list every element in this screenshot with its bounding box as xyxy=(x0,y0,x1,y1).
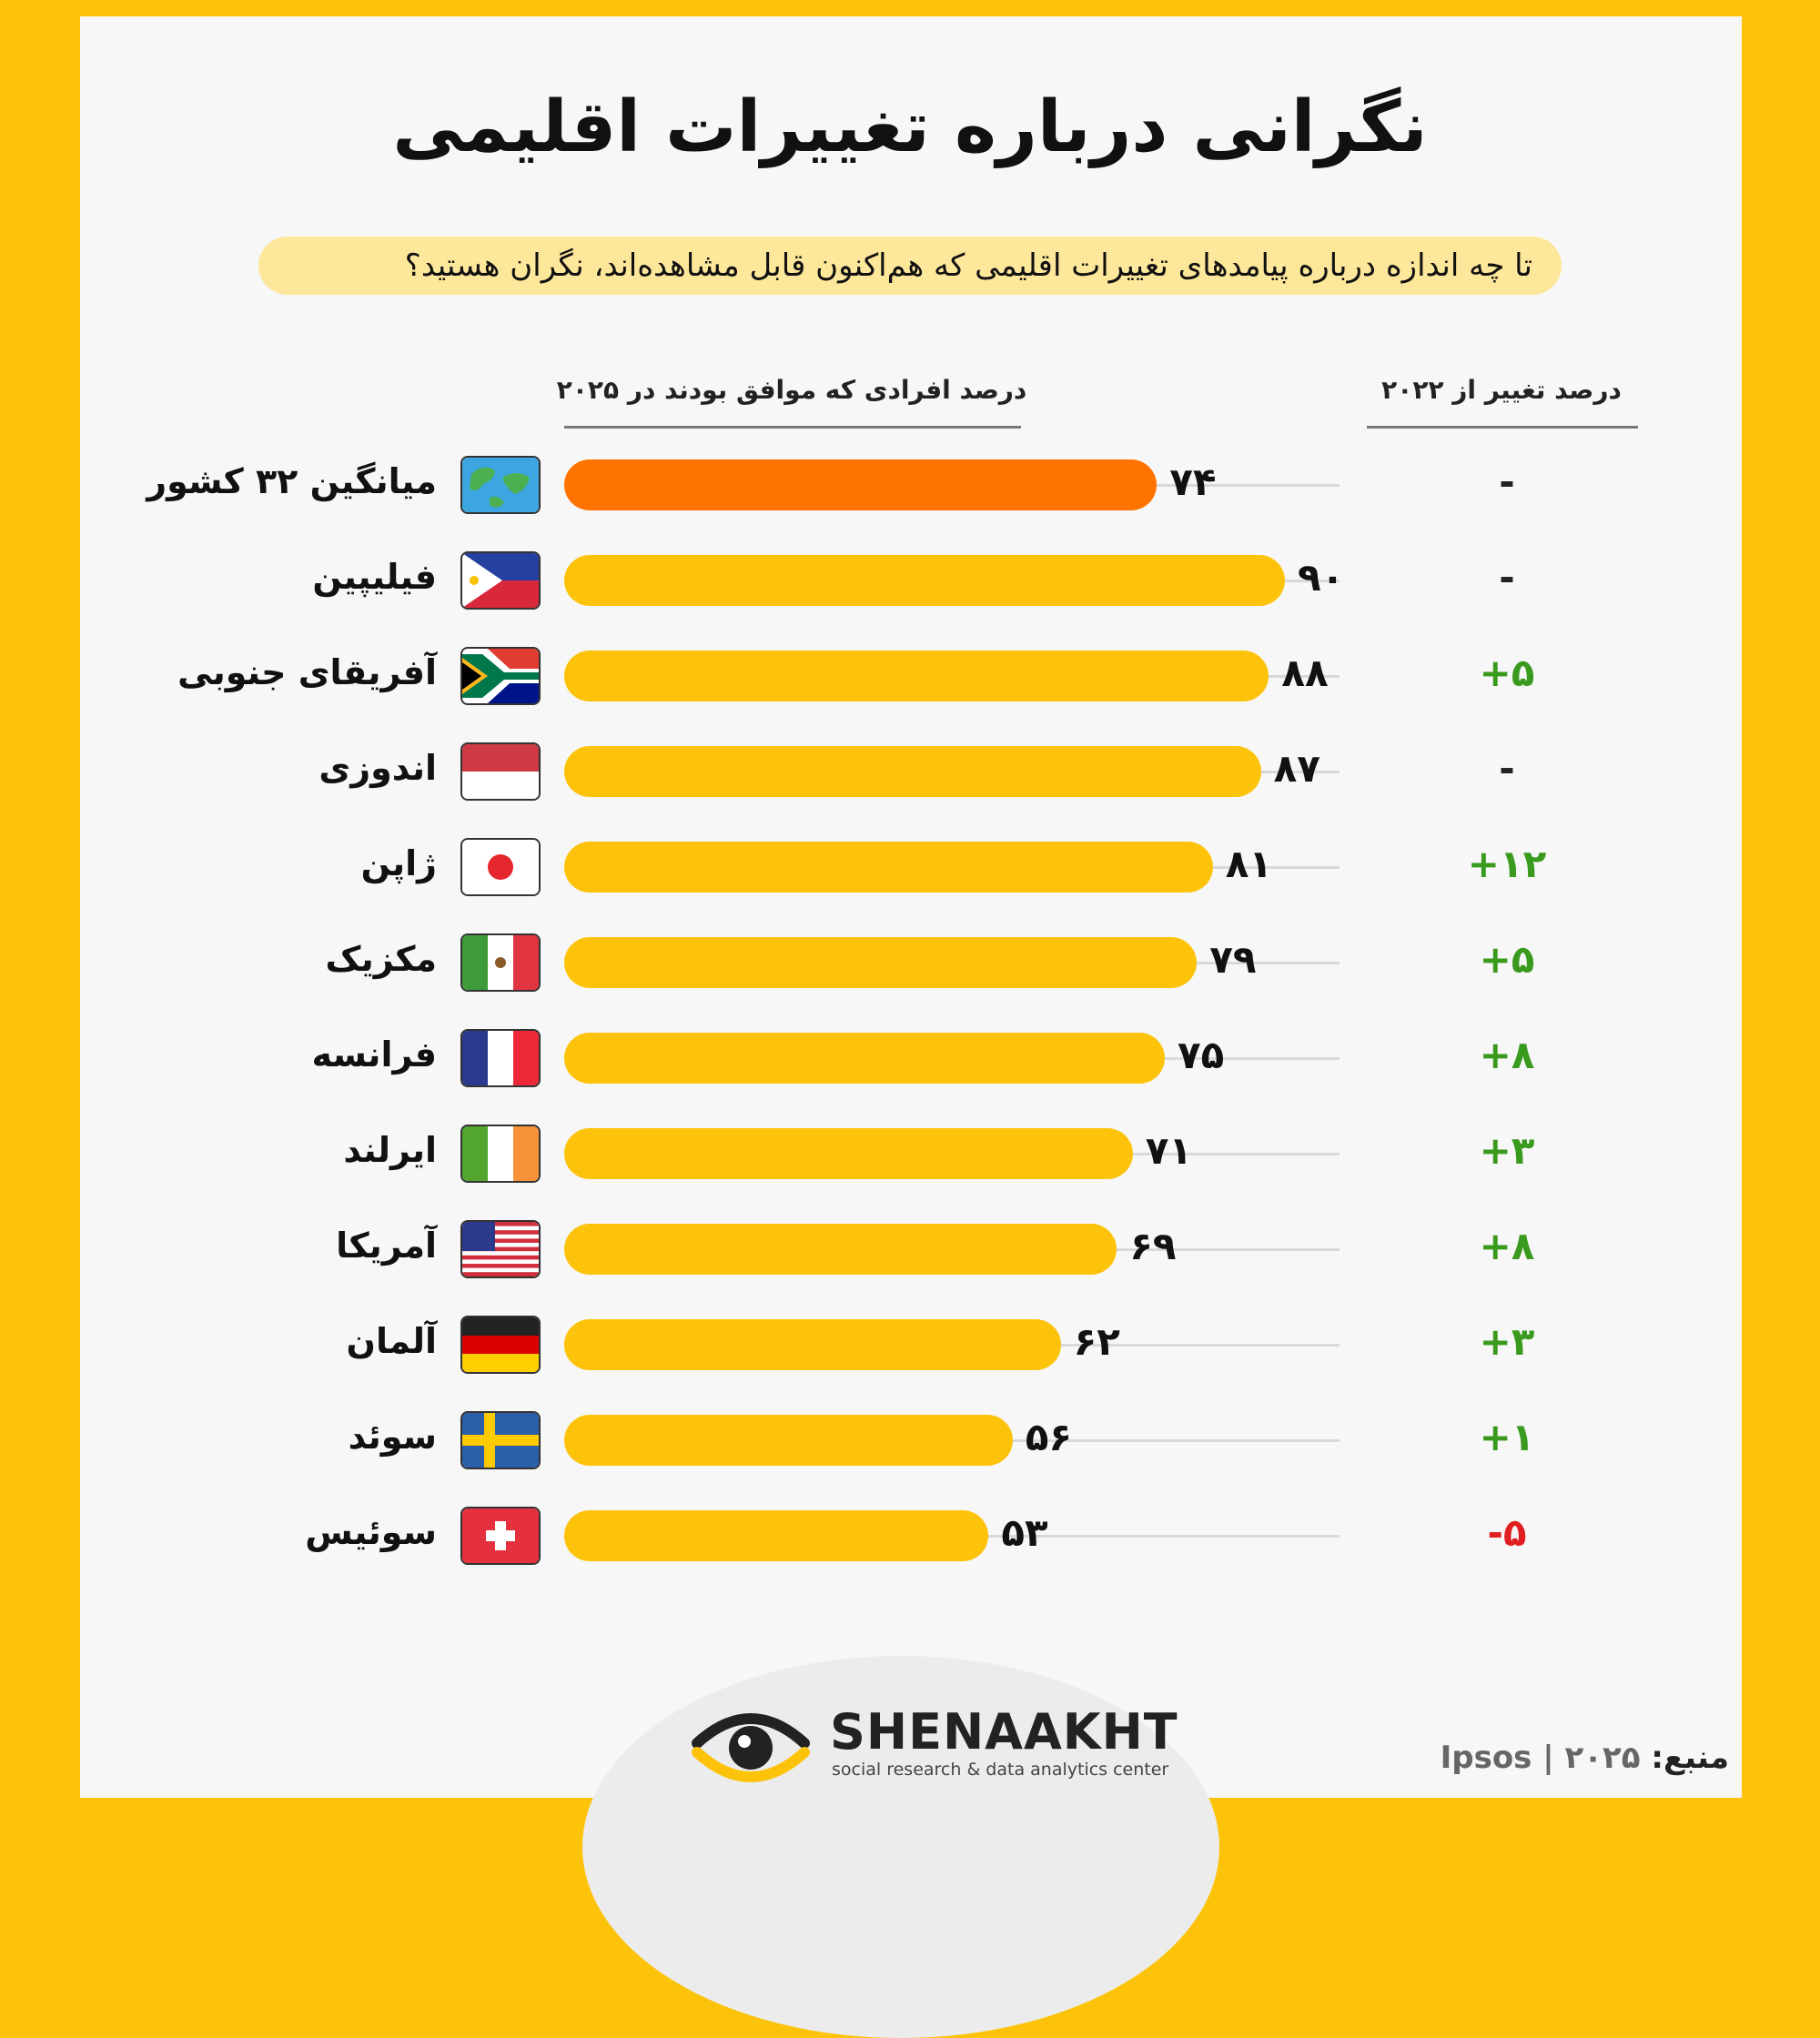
country-label: اندوزی xyxy=(318,748,437,788)
country-label: سوئیس xyxy=(305,1512,437,1552)
country-label: مکزیک xyxy=(325,939,437,979)
country-label: فرانسه xyxy=(311,1034,437,1074)
bar-value-label: ۹۰ xyxy=(1298,555,1345,600)
change-value: +۱ xyxy=(1479,1415,1535,1459)
value-header-underline xyxy=(564,426,1021,429)
bar xyxy=(564,459,1158,510)
change-value: +۳ xyxy=(1479,1128,1535,1173)
change-value: +۵ xyxy=(1479,937,1535,982)
sweden-flag-icon xyxy=(460,1411,541,1469)
bar xyxy=(564,937,1198,988)
change-value: +۸ xyxy=(1479,1224,1535,1268)
bar xyxy=(564,1415,1013,1466)
bar xyxy=(564,746,1261,797)
change-value: - xyxy=(1499,459,1515,504)
bar xyxy=(564,1319,1061,1370)
logo-wordmark: SHENAAKHT xyxy=(830,1703,1178,1761)
japan-flag-icon xyxy=(460,838,541,896)
country-label: میانگین ۳۲ کشور xyxy=(147,461,437,501)
bar xyxy=(564,651,1269,701)
bar xyxy=(564,1128,1133,1179)
infographic-frame: نگرانی درباره تغییرات اقلیمی تا چه انداز… xyxy=(15,16,1742,2038)
bar-value-label: ۷۹ xyxy=(1209,937,1257,982)
bar-value-label: ۸۱ xyxy=(1225,842,1273,886)
ireland-flag-icon xyxy=(460,1125,541,1183)
source-credit: منبع: Ipsos | ۲۰۲۵ xyxy=(1441,1740,1729,1776)
bar-value-label: ۸۸ xyxy=(1281,651,1329,695)
change-value: +۵ xyxy=(1479,651,1535,695)
bar-value-label: ۷۱ xyxy=(1145,1128,1193,1173)
globe-icon xyxy=(460,456,541,514)
logo-tagline: social research & data analytics center xyxy=(832,1760,1169,1780)
change-value: +۱۲ xyxy=(1467,842,1547,886)
country-label: آفریقای جنوبی xyxy=(177,652,437,692)
country-label: آمریکا xyxy=(336,1226,437,1266)
usa-flag-icon xyxy=(460,1220,541,1278)
question-subtitle: تا چه اندازه درباره پیامدهای تغییرات اقل… xyxy=(404,247,1532,284)
indonesia-flag-icon xyxy=(460,742,541,801)
left-border-strip xyxy=(15,69,80,1798)
country-label: ایرلند xyxy=(343,1130,437,1170)
change-value: - xyxy=(1499,746,1515,791)
bar-value-label: ۷۵ xyxy=(1178,1033,1225,1077)
value-column-header: درصد افرادی که موافق بودند در ۲۰۲۵ xyxy=(556,375,1027,405)
change-value: - xyxy=(1499,555,1515,600)
change-column-header: درصد تغییر از ۲۰۲۲ xyxy=(1381,375,1622,405)
bar-value-label: ۵۶ xyxy=(1025,1415,1073,1459)
country-label: آلمان xyxy=(346,1321,437,1361)
bar xyxy=(564,842,1213,893)
bar-value-label: ۵۳ xyxy=(1001,1510,1048,1555)
country-label: فیلیپین xyxy=(312,557,437,597)
mexico-flag-icon xyxy=(460,933,541,992)
germany-flag-icon xyxy=(460,1316,541,1374)
bar xyxy=(564,1033,1165,1084)
philippines-flag-icon xyxy=(460,551,541,610)
source-label: منبع: xyxy=(1651,1740,1729,1776)
change-value: +۳ xyxy=(1479,1319,1535,1364)
change-header-underline xyxy=(1367,426,1638,429)
bar xyxy=(564,555,1285,606)
bar-value-label: ۶۹ xyxy=(1129,1224,1177,1268)
country-label: سوئد xyxy=(348,1417,437,1457)
bar-value-label: ۶۲ xyxy=(1073,1319,1120,1364)
south-africa-flag-icon xyxy=(460,647,541,705)
change-value: +۸ xyxy=(1479,1033,1535,1077)
switzerland-flag-icon xyxy=(460,1507,541,1565)
page-title: نگرانی درباره تغییرات اقلیمی xyxy=(392,86,1428,168)
eye-logo-icon xyxy=(692,1713,810,1782)
source-text: Ipsos | ۲۰۲۵ xyxy=(1440,1740,1641,1776)
bar xyxy=(564,1224,1117,1275)
bar xyxy=(564,1510,989,1561)
france-flag-icon xyxy=(460,1029,541,1087)
bar-value-label: ۸۷ xyxy=(1273,746,1320,791)
bar-value-label: ۷۴ xyxy=(1169,459,1217,504)
country-label: ژاپن xyxy=(360,843,437,883)
subtitle-pill xyxy=(258,237,1562,295)
content-card xyxy=(80,16,1742,1798)
change-value: -۵ xyxy=(1487,1510,1527,1555)
